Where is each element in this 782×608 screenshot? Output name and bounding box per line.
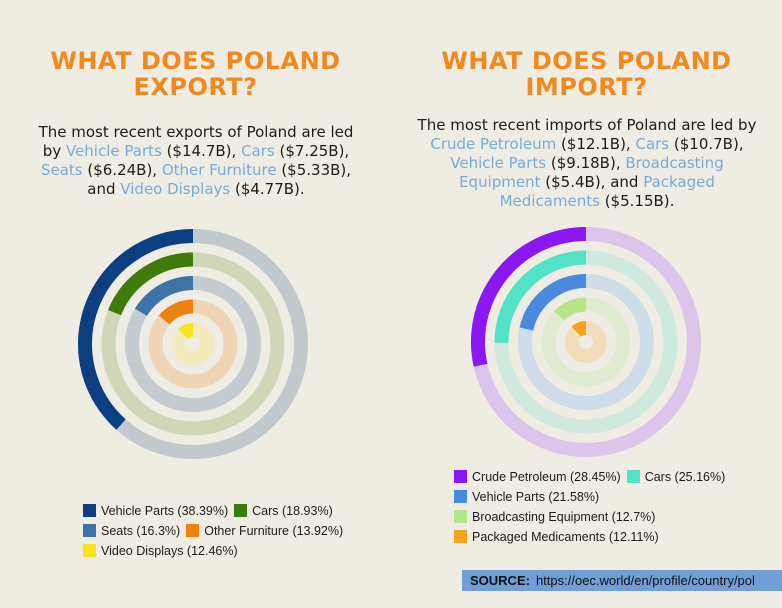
export-summary-part-8: ($5.33B), and [87,161,352,198]
import-summary-part-0: The most recent imports of Poland are le… [417,116,757,134]
export-summary: The most recent exports of Poland are le… [31,123,361,199]
source-url[interactable]: https://oec.world/en/profile/country/pol [535,573,755,588]
import-ring-bar-vehicle-parts[interactable] [519,274,587,331]
export-legend-label: Vehicle Parts (38.39%) [101,504,229,518]
import-panel: WHAT DOES POLAND IMPORT? The most recent… [391,0,782,608]
export-center-hole [186,337,200,351]
import-ring-bar-packaged-medicaments[interactable] [571,321,587,338]
export-summary-part-6: ($6.24B), [82,161,162,179]
export-ring-bar-other-furniture[interactable] [158,299,194,325]
export-summary-part-7[interactable]: Other Furniture [161,161,277,179]
import-legend-label: Crude Petroleum (28.45%) [472,470,621,484]
import-title: WHAT DOES POLAND IMPORT? [391,48,782,100]
export-panel: WHAT DOES POLAND EXPORT? The most recent… [0,48,391,559]
export-title-line2: EXPORT? [133,73,258,101]
export-legend-swatch [186,524,200,537]
import-title-line1: WHAT DOES POLAND [441,47,732,75]
import-legend-item-vehicle-parts[interactable]: Vehicle Parts (21.58%) [454,489,599,505]
import-legend-item-broadcasting-equipment[interactable]: Broadcasting Equipment (12.7%) [454,509,655,525]
export-summary-part-9[interactable]: Video Displays [120,180,231,198]
import-summary-part-2: ($12.1B), [556,135,636,153]
import-summary-part-10: ($5.15B). [599,192,675,210]
import-legend-label: Vehicle Parts (21.58%) [472,490,600,504]
export-summary-part-0: The most recent exports of Poland are le… [38,123,354,160]
import-legend-swatch [454,470,467,483]
import-legend-row: Crude Petroleum (28.45%) Cars (25.16%) [454,469,731,485]
import-summary-part-1[interactable]: Crude Petroleum [430,135,557,153]
export-legend-label: Seats (16.3%) [101,524,181,538]
import-legend-row: Vehicle Parts (21.58%) [454,489,605,505]
export-legend-item-video-displays[interactable]: Video Displays (12.46%) [83,543,238,559]
export-legend-item-vehicle-parts[interactable]: Vehicle Parts (38.39%) [83,503,228,519]
export-legend-item-cars[interactable]: Cars (18.93%) [234,503,333,519]
import-summary: The most recent imports of Poland are le… [417,116,757,211]
export-summary-part-3[interactable]: Cars [241,142,275,160]
import-legend-item-crude-petroleum[interactable]: Crude Petroleum (28.45%) [454,469,621,485]
export-legend-label: Other Furniture (13.92%) [204,524,344,538]
import-ring-bar-crude-petroleum[interactable] [471,227,587,367]
export-ring-bar-cars[interactable] [108,252,194,316]
export-legend-row: Vehicle Parts (38.39%) Cars (18.93%) [83,503,339,519]
export-legend-item-seats[interactable]: Seats (16.3%) [83,523,180,539]
import-legend-row: Packaged Medicaments (12.11%) [454,529,665,545]
import-summary-part-5[interactable]: Vehicle Parts [450,154,547,172]
import-legend-swatch [454,530,467,543]
import-ring-bar-broadcasting-equipment[interactable] [554,297,587,322]
import-summary-part-4: ($10.7B), [669,135,744,153]
import-radial-chart [471,227,701,457]
import-summary-part-3[interactable]: Cars [635,135,670,153]
export-ring-bar-seats[interactable] [134,276,194,317]
export-summary-part-5[interactable]: Seats [40,161,83,179]
export-legend-row: Video Displays (12.46%) [83,543,244,559]
export-radial-chart [78,229,308,459]
import-legend-label: Packaged Medicaments (12.11%) [472,530,659,544]
import-summary-part-8: ($5.4B), and [540,173,644,191]
import-summary-part-6: ($9.18B), [546,154,626,172]
import-legend-item-cars[interactable]: Cars (25.16%) [626,469,726,485]
import-summary-part-7[interactable]: Broadcasting Equipment [459,154,724,191]
import-title-line2: IMPORT? [525,73,648,101]
export-summary-part-10: ($4.77B). [230,180,305,198]
export-title: WHAT DOES POLAND EXPORT? [0,48,391,100]
export-legend-swatch [83,544,96,557]
export-legend-label: Cars (18.93%) [252,504,333,518]
export-legend-item-other-furniture[interactable]: Other Furniture (13.92%) [186,523,343,539]
export-legend-row: Seats (16.3%) Other Furniture (13.92%) [83,523,349,539]
export-legend-swatch [234,504,248,517]
export-summary-part-4: ($7.25B), [274,142,350,160]
import-legend-label: Cars (25.16%) [644,470,726,484]
import-legend-label: Broadcasting Equipment (12.7%) [472,510,656,524]
source-label: SOURCE: [470,573,530,588]
import-center-hole [579,335,593,349]
export-ring-bar-video-displays[interactable] [178,323,194,340]
export-legend-swatch [83,504,96,517]
source-banner: SOURCE: https://oec.world/en/profile/coun… [462,570,782,591]
import-summary-part-9[interactable]: Packaged Medicaments [499,173,715,210]
import-legend-swatch [454,490,467,503]
export-legend-label: Video Displays (12.46%) [101,544,238,558]
import-ring-bar-cars[interactable] [494,250,587,343]
import-legend-swatch [626,470,640,483]
export-legend-swatch [83,524,96,537]
import-legend-item-packaged-medicaments[interactable]: Packaged Medicaments (12.11%) [454,529,659,545]
export-ring-bar-vehicle-parts[interactable] [78,229,194,430]
import-legend-row: Broadcasting Equipment (12.7%) [454,509,661,525]
import-legend-swatch [454,510,467,523]
export-summary-part-2: ($14.7B), [161,142,242,160]
export-title-line1: WHAT DOES POLAND [50,47,341,75]
export-summary-part-1[interactable]: Vehicle Parts [65,142,162,160]
